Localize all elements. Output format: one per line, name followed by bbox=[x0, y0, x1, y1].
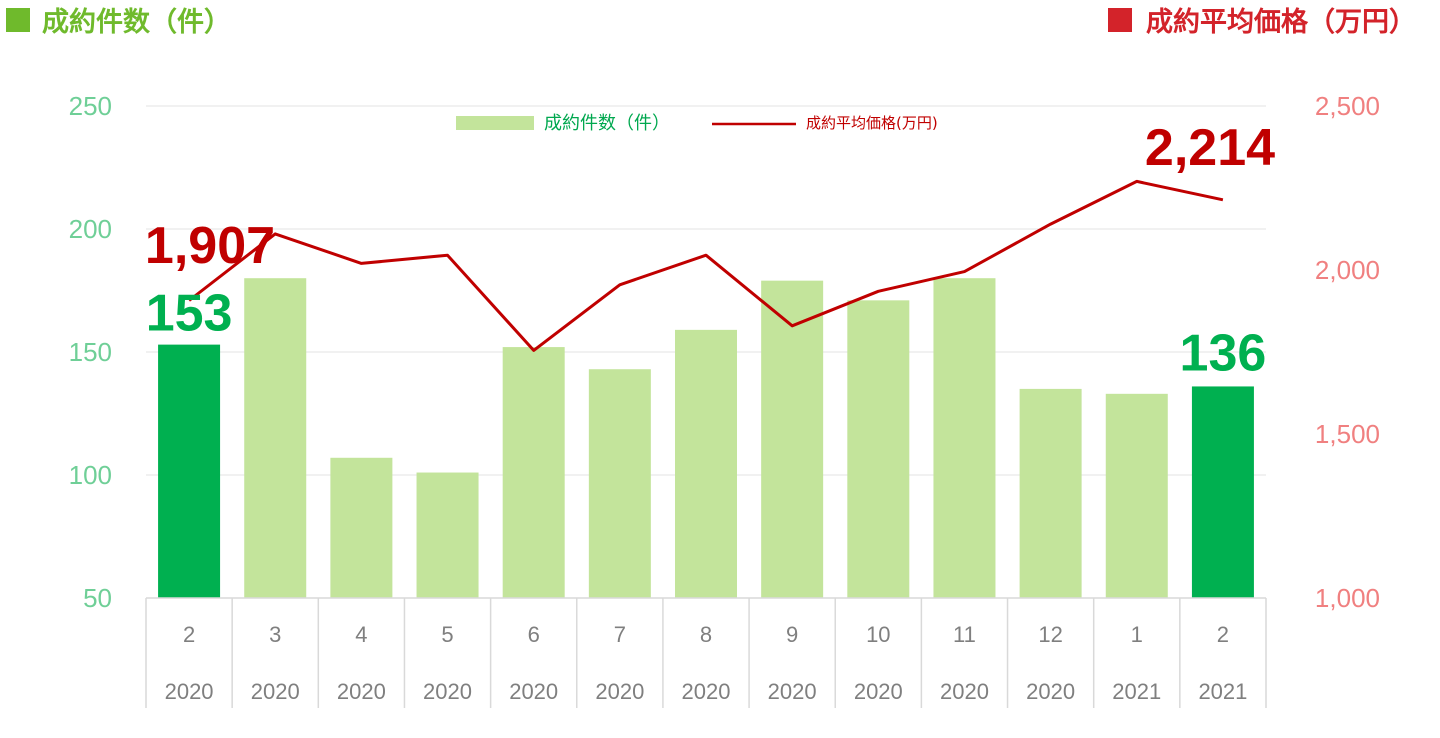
x-tick-label-month: 9 bbox=[786, 622, 798, 647]
x-tick-label-year: 2020 bbox=[251, 679, 300, 704]
x-tick-label-month: 7 bbox=[614, 622, 626, 647]
legend-bar-swatch bbox=[456, 116, 534, 130]
bars bbox=[158, 278, 1254, 598]
bar bbox=[330, 457, 393, 598]
x-tick-label-month: 2 bbox=[183, 622, 195, 647]
x-tick-label-year: 2020 bbox=[165, 679, 214, 704]
bar bbox=[933, 278, 996, 598]
bar bbox=[158, 344, 221, 598]
left-tick-label: 200 bbox=[69, 214, 112, 244]
right-tick-label: 2,000 bbox=[1315, 255, 1380, 285]
first-count-label: 153 bbox=[146, 285, 233, 343]
x-tick-label-year: 2020 bbox=[337, 679, 386, 704]
right-tick-label: 1,000 bbox=[1315, 583, 1380, 613]
price-series-line bbox=[188, 179, 1224, 352]
x-tick-label-year: 2020 bbox=[768, 679, 817, 704]
x-tick-label-year: 2020 bbox=[595, 679, 644, 704]
bar bbox=[244, 278, 307, 598]
bar bbox=[1191, 386, 1254, 598]
x-tick-label-month: 8 bbox=[700, 622, 712, 647]
right-axis-title: 成約平均価格（万円） bbox=[1146, 6, 1416, 38]
x-tick-label-year: 2021 bbox=[1198, 679, 1247, 704]
bar bbox=[761, 280, 824, 598]
bar bbox=[1105, 393, 1168, 598]
bar bbox=[502, 347, 565, 598]
left-axis-title: 成約件数（件） bbox=[42, 6, 231, 38]
data-labels: 153 136 1,907 2,214 bbox=[145, 119, 1275, 382]
legend-bar-label: 成約件数（件） bbox=[544, 113, 670, 134]
last-price-label: 2,214 bbox=[1145, 119, 1275, 177]
x-tick-label-year: 2020 bbox=[940, 679, 989, 704]
x-tick-label-year: 2021 bbox=[1112, 679, 1161, 704]
x-tick-label-year: 2020 bbox=[854, 679, 903, 704]
bar bbox=[847, 300, 910, 598]
price-line bbox=[188, 179, 1224, 352]
right-title-marker bbox=[1108, 8, 1132, 32]
first-price-label: 1,907 bbox=[145, 217, 275, 275]
x-tick-label-month: 10 bbox=[866, 622, 890, 647]
x-tick-label-year: 2020 bbox=[509, 679, 558, 704]
x-tick-label-month: 3 bbox=[269, 622, 281, 647]
left-tick-label: 150 bbox=[69, 337, 112, 367]
bar bbox=[416, 472, 479, 598]
left-title-marker bbox=[6, 8, 30, 32]
right-tick-label: 1,500 bbox=[1315, 419, 1380, 449]
bar bbox=[1019, 388, 1082, 598]
x-tick-label-year: 2020 bbox=[1026, 679, 1075, 704]
x-tick-label-year: 2020 bbox=[682, 679, 731, 704]
x-tick-label-month: 5 bbox=[441, 622, 453, 647]
x-tick-label-month: 4 bbox=[355, 622, 367, 647]
bar bbox=[675, 329, 737, 598]
axes: 50 100 150 200 250 1,000 1,500 2,000 2,500 2 2020 3… bbox=[69, 91, 1380, 708]
bar bbox=[588, 369, 651, 598]
right-tick-label: 2,500 bbox=[1315, 91, 1380, 121]
left-tick-label: 50 bbox=[83, 583, 112, 613]
left-tick-label: 100 bbox=[69, 460, 112, 490]
x-tick-label-month: 1 bbox=[1131, 622, 1143, 647]
legend-line-label: 成約平均価格(万円) bbox=[806, 114, 938, 132]
x-tick-label-year: 2020 bbox=[423, 679, 472, 704]
left-tick-label: 250 bbox=[69, 91, 112, 121]
x-tick-label-month: 12 bbox=[1038, 622, 1062, 647]
x-tick-label-month: 11 bbox=[953, 622, 976, 647]
x-tick-label-month: 6 bbox=[528, 622, 540, 647]
x-tick-label-month: 2 bbox=[1217, 622, 1229, 647]
last-count-label: 136 bbox=[1180, 324, 1267, 382]
